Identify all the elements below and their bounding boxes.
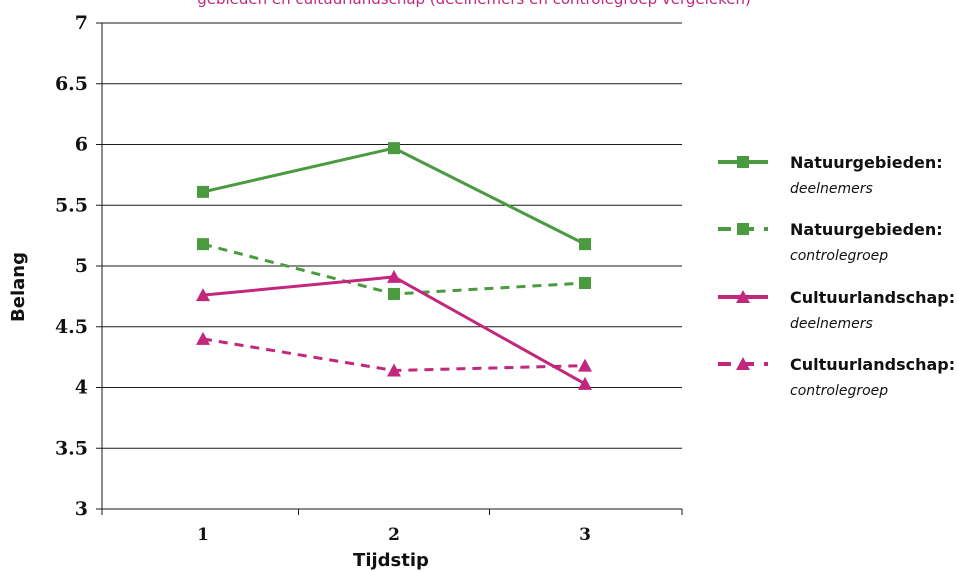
x-tick-label: 1: [197, 525, 209, 545]
y-tick-label: 5: [75, 255, 88, 277]
legend-series-name: Cultuurlandschap:: [790, 288, 955, 307]
legend: Natuurgebieden:deelnemersNatuurgebieden:…: [718, 153, 955, 399]
y-tick-label: 6.5: [55, 73, 88, 95]
y-axis-label: Belang: [8, 252, 29, 322]
legend-series-subtitle: controlegroep: [790, 248, 888, 264]
triangle-marker: [196, 331, 210, 345]
legend-entry-2: Cultuurlandschap: deelnemers: [718, 288, 955, 332]
square-marker: [388, 142, 400, 155]
legend-entry-1: Natuurgebieden: controlegroep: [718, 220, 943, 264]
legend-series-name: Cultuurlandschap:: [790, 355, 955, 374]
y-tick-label: 4: [75, 377, 88, 399]
square-marker: [197, 185, 209, 198]
x-tick-labels: 1 2 3: [197, 525, 591, 545]
triangle-marker: [196, 288, 210, 302]
triangle-marker: [387, 363, 401, 377]
legend-series-subtitle: controlegroep: [790, 383, 888, 399]
triangle-marker: [578, 376, 592, 390]
triangle-marker: [387, 269, 401, 283]
square-marker: [388, 287, 400, 300]
series-0: [197, 142, 591, 251]
x-tick-label: 3: [579, 525, 591, 545]
square-marker: [197, 238, 209, 251]
y-tick-label: 6: [75, 134, 88, 156]
triangle-marker: [736, 290, 750, 303]
legend-series-name: Natuurgebieden:: [790, 153, 943, 172]
gridlines: [102, 22, 682, 449]
triangle-marker: [578, 358, 592, 372]
series-line: [202, 242, 586, 296]
square-marker: [737, 156, 749, 168]
square-marker: [579, 277, 591, 290]
legend-entry-3: Cultuurlandschap: controlegroep: [718, 355, 955, 399]
series-1: [197, 238, 591, 300]
x-tick-label: 2: [388, 525, 400, 545]
y-tick-label: 3: [75, 498, 88, 520]
legend-entry-0: Natuurgebieden: deelnemers: [718, 153, 943, 197]
chart-title: gebieden en cultuurlandschap (deelnemers…: [197, 0, 751, 8]
y-tick-label: 7: [75, 12, 88, 34]
y-tick-label: 4.5: [55, 316, 88, 338]
square-marker: [579, 238, 591, 251]
square-marker: [737, 223, 749, 235]
legend-series-subtitle: deelnemers: [790, 181, 873, 197]
series-line: [202, 146, 586, 246]
axes: [96, 22, 683, 515]
x-axis-label: Tijdstip: [353, 550, 429, 571]
y-tick-label: 3.5: [55, 437, 88, 459]
series-3: [196, 331, 592, 377]
legend-series-name: Natuurgebieden:: [790, 220, 943, 239]
series-layer: [196, 142, 592, 390]
legend-series-subtitle: deelnemers: [790, 316, 873, 332]
series-2: [196, 269, 592, 390]
y-tick-labels: 3 3.5 4 4.5 5 5.5 6 6.5 7: [55, 12, 88, 520]
y-tick-label: 5.5: [55, 194, 88, 216]
triangle-marker: [736, 357, 750, 370]
